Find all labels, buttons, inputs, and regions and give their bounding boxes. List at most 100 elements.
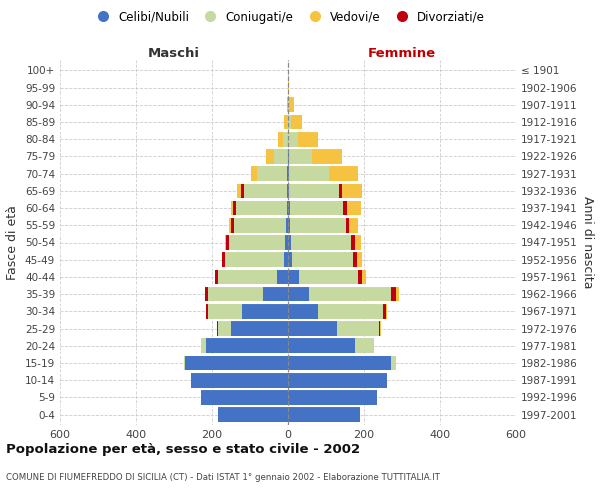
Bar xyxy=(288,80,289,95)
Legend: Celibi/Nubili, Coniugati/e, Vedovi/e, Divorziati/e: Celibi/Nubili, Coniugati/e, Vedovi/e, Di… xyxy=(86,6,490,28)
Text: Popolazione per età, sesso e stato civile - 2002: Popolazione per età, sesso e stato civil… xyxy=(6,442,360,456)
Bar xyxy=(289,149,311,164)
Bar xyxy=(290,200,343,216)
Bar xyxy=(257,166,287,181)
Bar xyxy=(283,132,288,146)
Bar xyxy=(244,184,287,198)
Bar xyxy=(226,252,284,267)
Bar xyxy=(206,338,288,353)
Y-axis label: Fasce di età: Fasce di età xyxy=(7,205,19,280)
Bar xyxy=(208,304,242,318)
Bar xyxy=(288,390,377,405)
Bar xyxy=(288,132,298,146)
Bar xyxy=(222,252,226,267)
Bar xyxy=(287,184,288,198)
Bar xyxy=(383,304,386,318)
Bar xyxy=(286,235,288,250)
Bar xyxy=(236,200,287,216)
Bar xyxy=(288,200,290,216)
Bar xyxy=(362,270,366,284)
Bar xyxy=(242,304,288,318)
Bar xyxy=(288,218,290,232)
Bar xyxy=(289,184,340,198)
Bar xyxy=(289,166,329,181)
Bar xyxy=(288,338,355,353)
Bar xyxy=(288,184,289,198)
Bar xyxy=(298,132,319,146)
Bar xyxy=(217,322,218,336)
Bar xyxy=(288,252,292,267)
Bar xyxy=(236,184,241,198)
Bar xyxy=(288,373,387,388)
Bar xyxy=(289,98,294,112)
Bar xyxy=(218,322,231,336)
Bar xyxy=(208,287,263,302)
Bar xyxy=(343,200,347,216)
Bar xyxy=(233,218,286,232)
Bar xyxy=(286,218,288,232)
Bar xyxy=(287,166,288,181)
Text: Femmine: Femmine xyxy=(368,48,436,60)
Bar xyxy=(329,166,358,181)
Bar xyxy=(287,98,288,112)
Bar xyxy=(340,184,343,198)
Bar xyxy=(226,235,229,250)
Bar xyxy=(290,218,346,232)
Bar xyxy=(309,287,391,302)
Bar xyxy=(266,149,274,164)
Bar xyxy=(218,408,288,422)
Bar xyxy=(311,149,342,164)
Bar xyxy=(230,200,233,216)
Bar xyxy=(251,166,257,181)
Bar xyxy=(350,235,355,250)
Bar xyxy=(288,98,289,112)
Bar xyxy=(343,184,362,198)
Bar xyxy=(229,235,286,250)
Bar xyxy=(284,114,287,130)
Bar xyxy=(346,218,349,232)
Y-axis label: Anni di nascita: Anni di nascita xyxy=(581,196,594,289)
Bar xyxy=(349,218,358,232)
Bar xyxy=(337,322,379,336)
Bar xyxy=(288,322,337,336)
Bar xyxy=(200,390,288,405)
Bar xyxy=(287,114,288,130)
Bar xyxy=(347,200,361,216)
Bar xyxy=(391,287,397,302)
Bar xyxy=(215,270,218,284)
Bar xyxy=(290,235,351,250)
Text: Maschi: Maschi xyxy=(148,48,200,60)
Bar xyxy=(358,270,362,284)
Bar xyxy=(288,149,289,164)
Bar xyxy=(397,287,400,302)
Bar xyxy=(230,218,233,232)
Bar xyxy=(379,322,380,336)
Bar xyxy=(299,270,358,284)
Bar xyxy=(241,184,244,198)
Bar xyxy=(205,287,208,302)
Bar xyxy=(380,322,381,336)
Bar xyxy=(263,287,288,302)
Bar xyxy=(288,235,290,250)
Bar xyxy=(200,338,206,353)
Bar xyxy=(233,200,236,216)
Bar xyxy=(184,356,185,370)
Bar xyxy=(391,356,397,370)
Bar xyxy=(218,270,277,284)
Bar xyxy=(185,356,288,370)
Bar xyxy=(287,200,288,216)
Bar xyxy=(292,252,353,267)
Bar xyxy=(231,322,288,336)
Bar xyxy=(277,270,288,284)
Bar xyxy=(355,338,373,353)
Text: COMUNE DI FIUMEFREDDO DI SICILIA (CT) - Dati ISTAT 1° gennaio 2002 - Elaborazion: COMUNE DI FIUMEFREDDO DI SICILIA (CT) - … xyxy=(6,472,440,482)
Bar xyxy=(291,114,302,130)
Bar xyxy=(386,304,387,318)
Bar xyxy=(288,304,319,318)
Bar xyxy=(288,356,391,370)
Bar xyxy=(288,408,360,422)
Bar xyxy=(288,166,289,181)
Bar xyxy=(288,287,309,302)
Bar xyxy=(191,373,288,388)
Bar xyxy=(278,132,283,146)
